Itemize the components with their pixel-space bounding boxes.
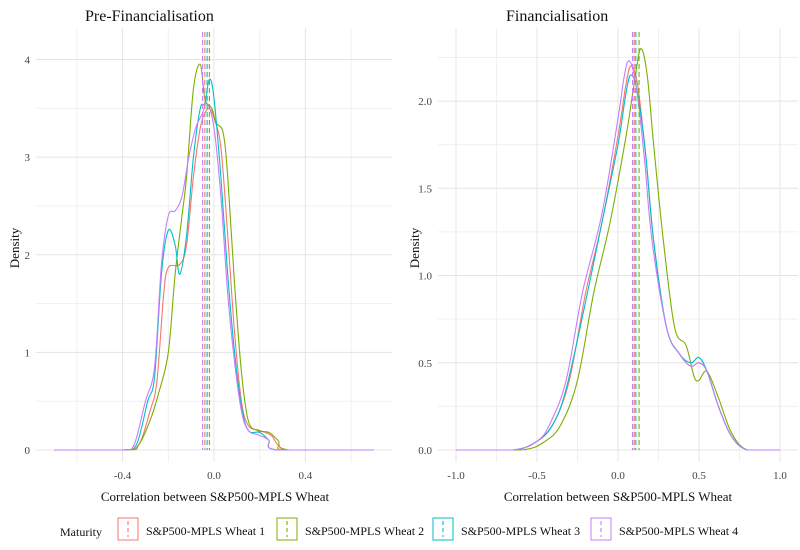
y-tick-label: 0.0 (418, 445, 432, 457)
panel-pre-financialisation: Pre-Financialisation Correlation between… (7, 8, 392, 504)
y-axis-label: Density (7, 227, 22, 268)
legend-item-4: S&P500-MPLS Wheat 4 (590, 517, 738, 541)
x-tick-label: -0.5 (528, 470, 546, 482)
x-axis-label: Correlation between S&P500-MPLS Wheat (504, 489, 733, 504)
y-tick-label: 3 (25, 152, 31, 164)
grid (438, 28, 798, 462)
y-tick-label: 1.5 (418, 183, 432, 195)
x-tick-label: 0.0 (611, 470, 625, 482)
mean-lines (632, 32, 640, 450)
panel-title: Pre-Financialisation (85, 8, 214, 25)
panel-title: Financialisation (506, 8, 608, 25)
y-tick-label: 1 (25, 347, 31, 359)
mean-lines (202, 32, 210, 450)
x-tick-label: 0.5 (692, 470, 706, 482)
y-tick-label: 2.0 (418, 96, 432, 108)
panel-financialisation: Financialisation Correlation between S&P… (407, 8, 798, 504)
x-tick-label: -0.4 (114, 470, 132, 482)
y-tick-label: 0 (25, 445, 31, 457)
legend-title: Maturity (60, 525, 102, 539)
tick-labels: -0.4 0.0 0.4 0 1 2 3 4 (25, 55, 313, 482)
legend: Maturity S&P500-MPLS Wheat 1 S&P500-MPLS … (60, 517, 738, 541)
y-tick-label: 0.5 (418, 358, 432, 370)
legend-label: S&P500-MPLS Wheat 4 (619, 524, 738, 538)
x-axis-label: Correlation between S&P500-MPLS Wheat (101, 489, 330, 504)
y-tick-label: 4 (25, 55, 31, 67)
grid (36, 28, 392, 462)
x-tick-label: 0.4 (299, 470, 313, 482)
y-tick-label: 1.0 (418, 271, 432, 283)
density-line-series-2 (455, 48, 780, 451)
legend-item-3: S&P500-MPLS Wheat 3 (432, 517, 580, 541)
x-tick-label: -1.0 (447, 470, 465, 482)
legend-label: S&P500-MPLS Wheat 2 (305, 524, 424, 538)
y-tick-label: 2 (25, 250, 31, 262)
legend-label: S&P500-MPLS Wheat 1 (146, 524, 265, 538)
legend-label: S&P500-MPLS Wheat 3 (461, 524, 580, 538)
legend-item-2: S&P500-MPLS Wheat 2 (276, 517, 424, 541)
x-tick-label: 1.0 (773, 470, 787, 482)
y-axis-label: Density (407, 227, 422, 268)
tick-labels: -1.0 -0.5 0.0 0.5 1.0 0.0 0.5 1.0 1.5 2.0 (418, 96, 787, 482)
legend-item-1: S&P500-MPLS Wheat 1 (117, 517, 265, 541)
x-tick-label: 0.0 (207, 470, 221, 482)
